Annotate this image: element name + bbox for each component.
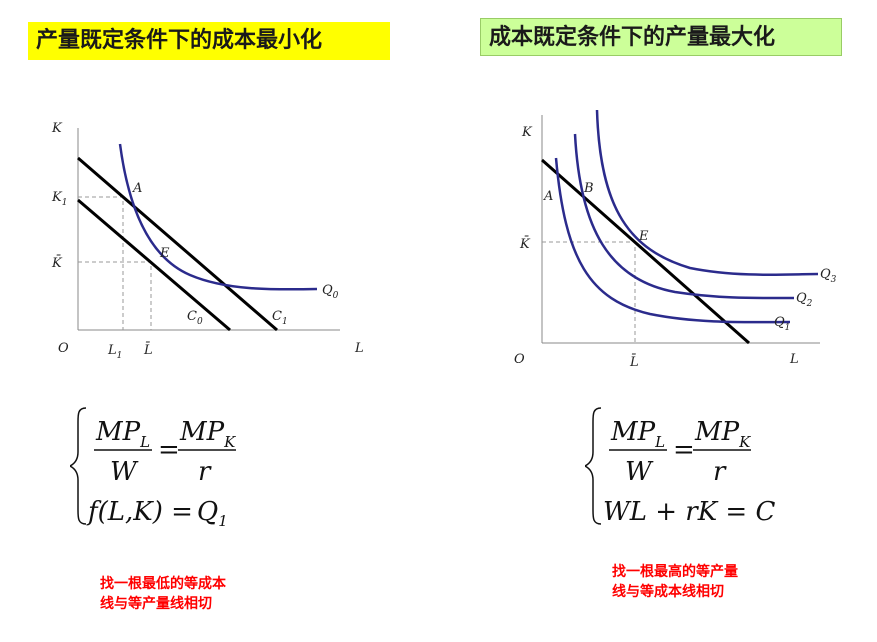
left-isocost-c1-label: C1 bbox=[272, 309, 288, 327]
left-brace bbox=[70, 407, 87, 525]
left-tick-l1: L1 bbox=[107, 343, 122, 361]
right-isocost bbox=[541, 158, 750, 345]
right-equals: = bbox=[673, 435, 695, 465]
left-note-line-2: 线与等产量线相切 bbox=[100, 596, 212, 612]
left-isoquant-q0 bbox=[118, 143, 318, 291]
left-isocost-c0-label: C0 bbox=[187, 309, 203, 327]
right-point-e: E bbox=[638, 229, 649, 244]
left-guide-e bbox=[78, 261, 152, 330]
right-point-a: A bbox=[543, 189, 553, 204]
right-tick-kbar: K̄ bbox=[519, 236, 531, 252]
left-diagram: K L O K1 K̄ L1 L̄ A E Q0 C0 C1 bbox=[51, 121, 364, 361]
left-equals: = bbox=[158, 435, 180, 465]
left-den2: r bbox=[198, 457, 212, 487]
right-note: 找一根最高的等产量 线与等成本线相切 bbox=[612, 562, 738, 602]
right-isoquant-q3 bbox=[595, 109, 819, 277]
left-y-label: K bbox=[51, 121, 63, 136]
right-y-label: K bbox=[521, 125, 533, 140]
left-den1: W bbox=[110, 457, 139, 487]
left-tick-lbar: L̄ bbox=[143, 342, 153, 358]
right-note-line-1: 找一根最高的等产量 bbox=[612, 564, 738, 580]
left-note: 找一根最低的等成本 线与等产量线相切 bbox=[100, 574, 226, 614]
right-diagram: K L O K̄ L̄ A B E Q3 Q2 Q1 bbox=[514, 109, 837, 370]
left-point-a: A bbox=[132, 181, 142, 196]
left-num2: MPK bbox=[179, 417, 236, 451]
left-isocost-c0 bbox=[77, 198, 231, 332]
right-note-line-2: 线与等成本线相切 bbox=[612, 584, 724, 600]
right-den1: W bbox=[625, 457, 654, 487]
right-isoquant-q1-label: Q1 bbox=[774, 315, 790, 333]
left-point-e: E bbox=[159, 246, 170, 261]
title-output-maximization: 成本既定条件下的产量最大化 bbox=[480, 18, 842, 56]
right-formula: MPL W = MPK r WL + rK = C bbox=[585, 407, 775, 527]
right-isoquant-q2-label: Q2 bbox=[796, 291, 813, 309]
right-tick-lbar: L̄ bbox=[629, 354, 639, 370]
right-x-label: L bbox=[789, 352, 799, 367]
right-brace bbox=[585, 407, 602, 525]
right-point-b: B bbox=[583, 181, 594, 196]
right-origin-label: O bbox=[514, 352, 525, 367]
left-origin-label: O bbox=[58, 341, 69, 356]
left-guide-a bbox=[78, 196, 124, 330]
left-num1: MPL bbox=[95, 417, 150, 451]
right-isoquant-q1 bbox=[554, 157, 791, 324]
left-tick-kbar: K̄ bbox=[51, 255, 63, 271]
right-isoquant-q3-label: Q3 bbox=[820, 267, 837, 285]
right-den2: r bbox=[713, 457, 727, 487]
title-cost-minimization: 产量既定条件下的成本最小化 bbox=[28, 22, 390, 60]
left-isocost-c1 bbox=[77, 156, 278, 332]
left-formula: MPL W = MPK r f(L,K) = Q1 bbox=[70, 407, 236, 530]
left-note-line-1: 找一根最低的等成本 bbox=[100, 576, 226, 592]
left-isoquant-label: Q0 bbox=[322, 283, 339, 301]
right-num1: MPL bbox=[610, 417, 665, 451]
right-isoquant-q2 bbox=[573, 133, 795, 300]
right-guide-e bbox=[542, 241, 636, 343]
left-constraint: f(L,K) = Q1 bbox=[86, 497, 228, 530]
right-num2: MPK bbox=[694, 417, 751, 451]
right-constraint: WL + rK = C bbox=[603, 497, 775, 527]
left-x-label: L bbox=[354, 341, 364, 356]
left-tick-k1: K1 bbox=[51, 190, 67, 208]
